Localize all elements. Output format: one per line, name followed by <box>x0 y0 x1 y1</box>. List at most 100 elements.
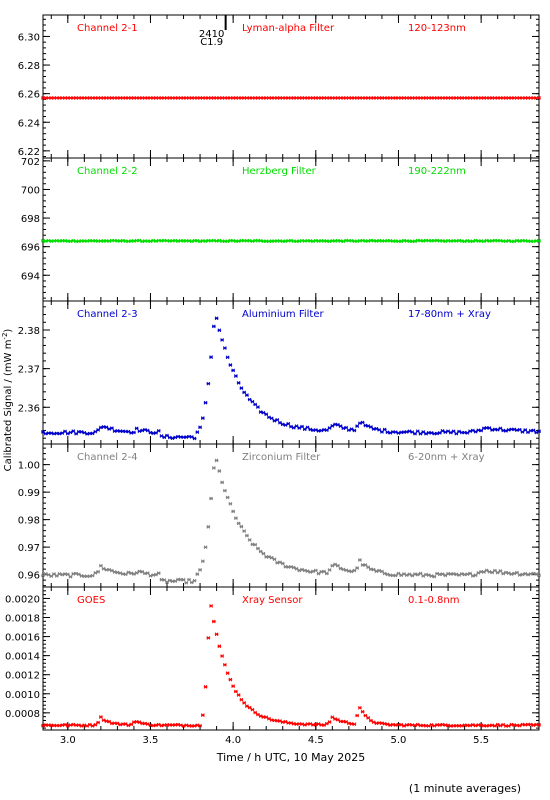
data-point <box>41 430 45 434</box>
panels: 6.22 6.24 6.26 6.28 6.30 Channel 2-1 Lyman-alp… <box>5 14 541 746</box>
y-tick-label: 698 <box>21 214 40 225</box>
footnote: (1 minute averages) <box>409 782 521 795</box>
data-point <box>110 426 114 430</box>
data-point <box>154 430 158 435</box>
data-point <box>236 381 241 385</box>
data-point <box>189 580 194 585</box>
data-point <box>71 429 76 433</box>
data-point <box>495 570 500 575</box>
data-point <box>335 563 340 568</box>
data-point <box>352 568 357 573</box>
data-point <box>195 430 200 434</box>
data-point <box>352 428 357 433</box>
panel-label: Channel 2-2 <box>77 166 138 177</box>
data-point <box>245 533 249 538</box>
panel-frame <box>42 14 540 159</box>
data-point <box>360 709 365 714</box>
panel-label: 0.1-0.8nm <box>408 595 460 606</box>
data-point <box>104 425 109 430</box>
y-axis-label-end: ) <box>3 329 14 333</box>
data-point <box>192 436 197 441</box>
x-tick-label: 5.0 <box>391 735 407 746</box>
data-point <box>231 684 235 688</box>
data-point <box>239 697 244 702</box>
data-point <box>217 328 222 333</box>
panel-label: 190-222nm <box>408 166 466 177</box>
data-point <box>121 238 125 243</box>
panel-label: Xray Sensor <box>242 595 303 606</box>
data-point <box>49 431 54 435</box>
data-point <box>473 573 478 578</box>
panel-3: 2.36 2.37 2.38 Channel 2-3 Aluminium Filter 1… <box>18 300 541 445</box>
data-point <box>327 568 332 572</box>
y-tick-label: 0.0020 <box>5 594 40 605</box>
x-tick-label: 5.5 <box>473 735 489 746</box>
panel-frame <box>42 300 540 445</box>
data-point <box>132 430 136 435</box>
data-point <box>225 495 230 500</box>
data-point <box>223 662 227 667</box>
y-tick-label: 700 <box>21 185 40 196</box>
data-point <box>214 458 219 463</box>
data-point <box>487 426 492 430</box>
data-point <box>335 717 340 722</box>
data-point <box>413 431 417 436</box>
data-point <box>93 429 98 434</box>
y-axis-label-text: Calibrated Signal / (mW m <box>3 340 14 472</box>
data-point <box>537 723 541 727</box>
data-point <box>443 573 448 578</box>
data-point <box>366 565 371 570</box>
data-point <box>228 677 233 682</box>
data-point <box>380 721 384 726</box>
data-point <box>63 429 67 434</box>
data-point <box>344 425 348 430</box>
data-point <box>330 424 335 428</box>
panel-frame <box>42 443 540 588</box>
data-point <box>490 570 495 575</box>
y-tick-label: 0.0008 <box>5 709 40 720</box>
data-point <box>418 571 423 576</box>
data-point <box>291 425 296 430</box>
x-axis-label: Time / h UTC, 10 May 2025 <box>216 751 366 764</box>
data-point <box>388 723 393 727</box>
y-tick-label: 0.0016 <box>5 633 40 644</box>
data-point <box>209 355 213 359</box>
data-point <box>369 425 373 429</box>
data-point <box>112 570 117 574</box>
data-point <box>184 580 189 585</box>
data-point <box>214 316 219 321</box>
data-point <box>99 563 103 568</box>
data-point <box>358 705 362 710</box>
data-point <box>473 429 478 434</box>
data-point <box>60 431 65 435</box>
data-point <box>253 710 258 715</box>
data-point <box>250 399 255 404</box>
data-point <box>104 719 109 723</box>
data-point <box>173 238 178 243</box>
panel-label: Lyman-alpha Filter <box>242 23 335 34</box>
data-point <box>203 400 208 405</box>
x-tick-label: 3.0 <box>60 735 76 746</box>
data-point <box>87 574 92 579</box>
data-point <box>234 516 238 520</box>
data-point <box>256 712 260 717</box>
data-point <box>537 96 541 100</box>
data-point <box>234 689 238 694</box>
data-point <box>371 567 376 572</box>
data-point <box>355 566 359 570</box>
data-point <box>465 431 470 435</box>
data-point <box>200 713 205 717</box>
panel-1: 6.22 6.24 6.26 6.28 6.30 Channel 2-1 Lyman-alp… <box>18 14 541 159</box>
y-tick-label: 702 <box>21 157 40 168</box>
y-tick-label: 0.98 <box>18 516 40 527</box>
data-point <box>220 338 224 342</box>
data-point <box>528 572 533 576</box>
data-point <box>468 571 472 576</box>
data-point <box>498 569 503 573</box>
data-point <box>369 718 373 723</box>
data-point <box>65 572 70 577</box>
panel-label: 17-80nm + Xray <box>408 309 491 320</box>
data-point <box>380 430 384 434</box>
data-point <box>275 417 280 422</box>
